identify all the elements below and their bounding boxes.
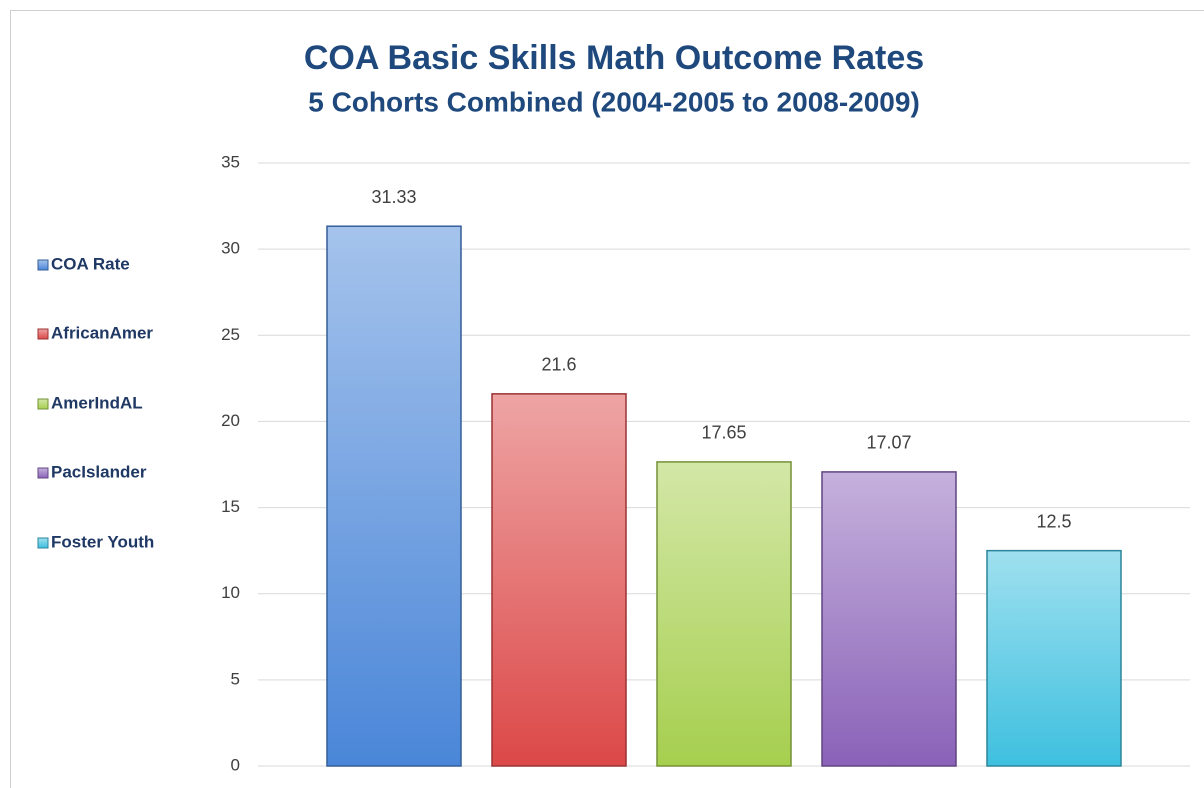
chart-border [10, 10, 1204, 788]
bar [656, 461, 792, 767]
legend-marker [37, 328, 49, 340]
y-tick-label: 30 [221, 239, 240, 258]
legend-label: AmerIndAL [51, 393, 143, 412]
bar [821, 471, 957, 767]
y-tick-label: 10 [221, 583, 240, 602]
data-label: 17.07 [866, 433, 911, 453]
y-tick-label: 0 [231, 755, 240, 774]
bar [986, 549, 1122, 767]
legend-marker [37, 398, 49, 410]
data-label: 31.33 [371, 187, 416, 207]
data-label: 21.6 [541, 355, 576, 375]
legend-label: AfricanAmer [51, 323, 153, 342]
y-tick-label: 25 [221, 325, 240, 344]
legend-label: Foster Youth [51, 532, 154, 551]
y-tick-label: 15 [221, 497, 240, 516]
legend-marker [37, 259, 49, 271]
data-label: 12.5 [1036, 511, 1071, 531]
y-tick-label: 5 [231, 669, 240, 688]
y-tick-label: 20 [221, 411, 240, 430]
chart-subtitle: 5 Cohorts Combined (2004-2005 to 2008-20… [308, 86, 920, 117]
chart-title: COA Basic Skills Math Outcome Rates [304, 39, 924, 77]
legend-marker [37, 537, 49, 549]
bar [326, 225, 462, 767]
bar [491, 393, 627, 767]
data-label: 17.65 [701, 423, 746, 443]
legend-label: PacIslander [51, 462, 147, 481]
legend-label: COA Rate [51, 254, 130, 273]
legend-marker [37, 467, 49, 479]
y-tick-label: 35 [221, 152, 240, 171]
